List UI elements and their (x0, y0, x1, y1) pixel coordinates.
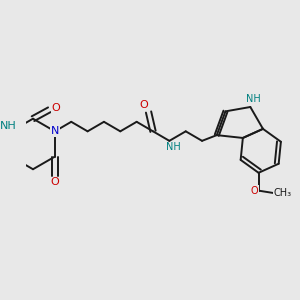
Text: NH: NH (246, 94, 261, 104)
Text: N: N (51, 126, 59, 136)
Text: O: O (50, 178, 59, 188)
Text: O: O (52, 103, 60, 113)
Text: CH₃: CH₃ (273, 188, 291, 198)
Text: NH: NH (166, 142, 180, 152)
Text: O: O (140, 100, 148, 110)
Text: O: O (250, 186, 258, 196)
Text: NH: NH (0, 121, 17, 131)
